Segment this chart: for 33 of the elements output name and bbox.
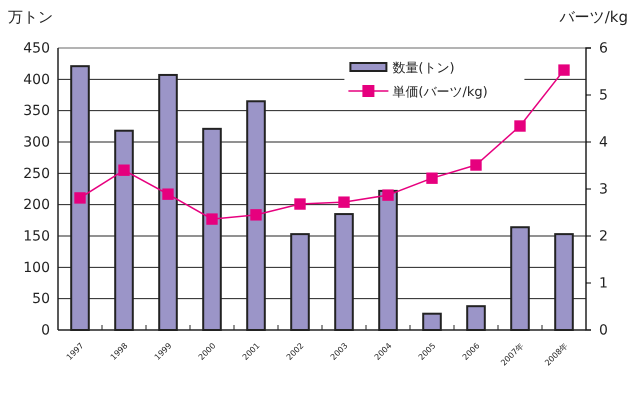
y2-tick-label: 0 — [599, 322, 608, 338]
y2-tick-label: 3 — [599, 181, 608, 198]
point — [514, 120, 526, 132]
y-tick-label: 250 — [23, 166, 50, 182]
y-axis-title: 万トン — [8, 8, 53, 26]
legend-label: 単価(バーツ/kg) — [392, 85, 488, 100]
y-tick-label: 100 — [23, 260, 50, 276]
y2-tick-label: 6 — [599, 40, 608, 56]
y2-axis-title: バーツ/kg — [558, 8, 628, 26]
legend-label: 数量(トン) — [392, 61, 455, 76]
point — [250, 209, 262, 221]
y2-tick-label: 2 — [599, 228, 608, 244]
y2-tick-label: 5 — [599, 87, 608, 104]
point — [162, 188, 174, 200]
point — [294, 198, 306, 210]
y-tick-label: 400 — [23, 72, 50, 88]
y-tick-label: 50 — [32, 291, 50, 308]
y-tick-label: 300 — [23, 134, 50, 150]
y-tick-label: 350 — [23, 103, 50, 120]
y-tick-label: 0 — [41, 322, 50, 338]
point — [558, 64, 570, 76]
y-tick-label: 150 — [23, 228, 50, 244]
point — [426, 172, 438, 184]
y-tick-label: 200 — [23, 197, 50, 214]
point — [382, 189, 394, 201]
point — [470, 159, 482, 171]
y2-tick-label: 1 — [599, 275, 608, 292]
y2-tick-label: 4 — [599, 134, 608, 150]
point — [118, 164, 130, 176]
point — [338, 196, 350, 208]
y-tick-label: 450 — [23, 40, 50, 56]
point — [206, 213, 218, 225]
point — [74, 192, 86, 204]
